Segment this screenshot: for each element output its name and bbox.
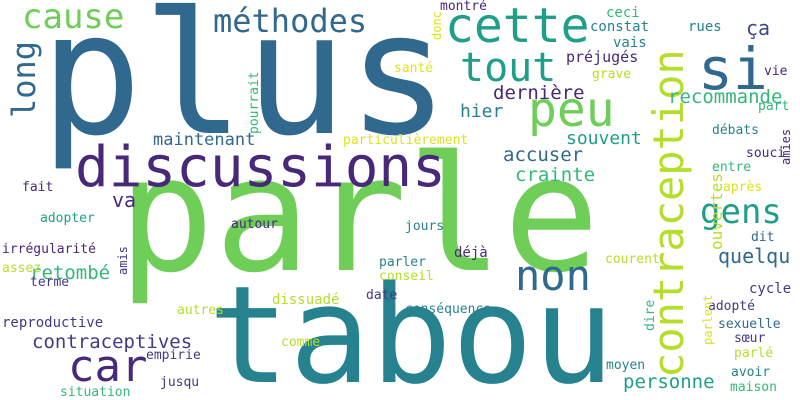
word-retombe: retombé xyxy=(30,262,111,284)
word-conseil: conseil xyxy=(379,269,434,284)
word-assez: assez xyxy=(2,261,42,276)
word-cause: cause xyxy=(22,0,125,37)
word-ca: ça xyxy=(746,16,771,40)
word-vais: vais xyxy=(613,35,647,51)
word-jusqu: jusqu xyxy=(160,375,200,390)
word-ceci: ceci xyxy=(606,5,640,21)
word-maison: maison xyxy=(730,380,777,395)
word-tout: tout xyxy=(460,45,557,91)
word-souvent: souvent xyxy=(566,128,642,149)
word-derniere: dernière xyxy=(493,82,585,104)
word-debats: débats xyxy=(712,123,759,138)
word-cette: cette xyxy=(445,0,590,54)
word-non: non xyxy=(515,251,591,300)
word-parler: parler xyxy=(379,255,426,270)
word-autour: autour xyxy=(231,217,278,232)
word-irregularite: irrégularité xyxy=(2,242,96,257)
word-empirie: empirie xyxy=(146,348,201,363)
word-vie: vie xyxy=(764,64,788,79)
word-courent: courent xyxy=(605,252,660,267)
word-dire: dire xyxy=(643,299,658,331)
word-montre: montré xyxy=(440,0,487,14)
word-parle2: parlé xyxy=(734,346,774,361)
word-va: va xyxy=(112,188,137,212)
word-particulierement: particulièrement xyxy=(343,133,469,148)
word-amies: amies xyxy=(779,128,793,165)
word-tabou: tabou xyxy=(208,257,615,400)
word-si: si xyxy=(698,35,768,103)
word-amis: amis xyxy=(116,246,130,275)
word-methodes: méthodes xyxy=(213,2,368,40)
word-fait: fait xyxy=(22,180,54,195)
word-donc: donc xyxy=(430,11,444,40)
word-date: date xyxy=(366,288,398,303)
word-grave: grave xyxy=(592,67,632,82)
word-part: part xyxy=(758,99,790,114)
word-personne: personne xyxy=(623,371,715,393)
word-discussions: discussions xyxy=(75,135,446,200)
word-plus: plus xyxy=(40,0,450,174)
word-pourrait: pourrait xyxy=(247,71,262,134)
word-avoir: avoir xyxy=(731,365,771,380)
word-adopter: adopter xyxy=(40,211,95,226)
word-gens: gens xyxy=(700,192,782,232)
word-soeur: sœur xyxy=(734,331,766,346)
word-jours: jours xyxy=(405,219,445,234)
word-sexuelle: sexuelle xyxy=(718,317,781,332)
word-recommande: recommande xyxy=(668,86,783,108)
word-comme: comme xyxy=(281,335,321,350)
word-crainte: crainte xyxy=(515,164,596,186)
word-reproductive: reproductive xyxy=(2,315,104,331)
word-parle: parle xyxy=(118,121,600,308)
word-dit: dit xyxy=(751,230,775,245)
word-prejuges: préjugés xyxy=(566,48,639,66)
word-constat: constat xyxy=(590,19,650,35)
word-cycle: cycle xyxy=(749,281,792,297)
word-hier: hier xyxy=(460,101,504,122)
word-quelqu: quelqu xyxy=(718,244,791,268)
word-sante: santé xyxy=(394,61,434,76)
word-deja: déjà xyxy=(454,245,488,261)
word-contraceptives: contraceptives xyxy=(32,331,193,353)
word-accuser: accuser xyxy=(503,144,584,166)
word-adopte: adopté xyxy=(708,299,755,314)
word-moyen: moyen xyxy=(606,358,646,373)
word-parlent: parlent xyxy=(701,294,715,345)
word-rues: rues xyxy=(688,19,722,35)
word-consequence: conséquence xyxy=(405,302,492,317)
word-dissuade: dissuadé xyxy=(272,292,340,308)
word-apres: après xyxy=(723,180,763,195)
word-entre: entre xyxy=(712,160,752,175)
word-situation: situation xyxy=(60,385,131,400)
word-peu: peu xyxy=(528,82,615,138)
word-terme: terme xyxy=(30,275,70,290)
word-maintenant: maintenant xyxy=(153,130,256,150)
word-car: car xyxy=(68,341,148,392)
word-long: long xyxy=(5,40,43,118)
word-autres: autres xyxy=(177,303,224,318)
word-souci: souci xyxy=(746,146,786,161)
